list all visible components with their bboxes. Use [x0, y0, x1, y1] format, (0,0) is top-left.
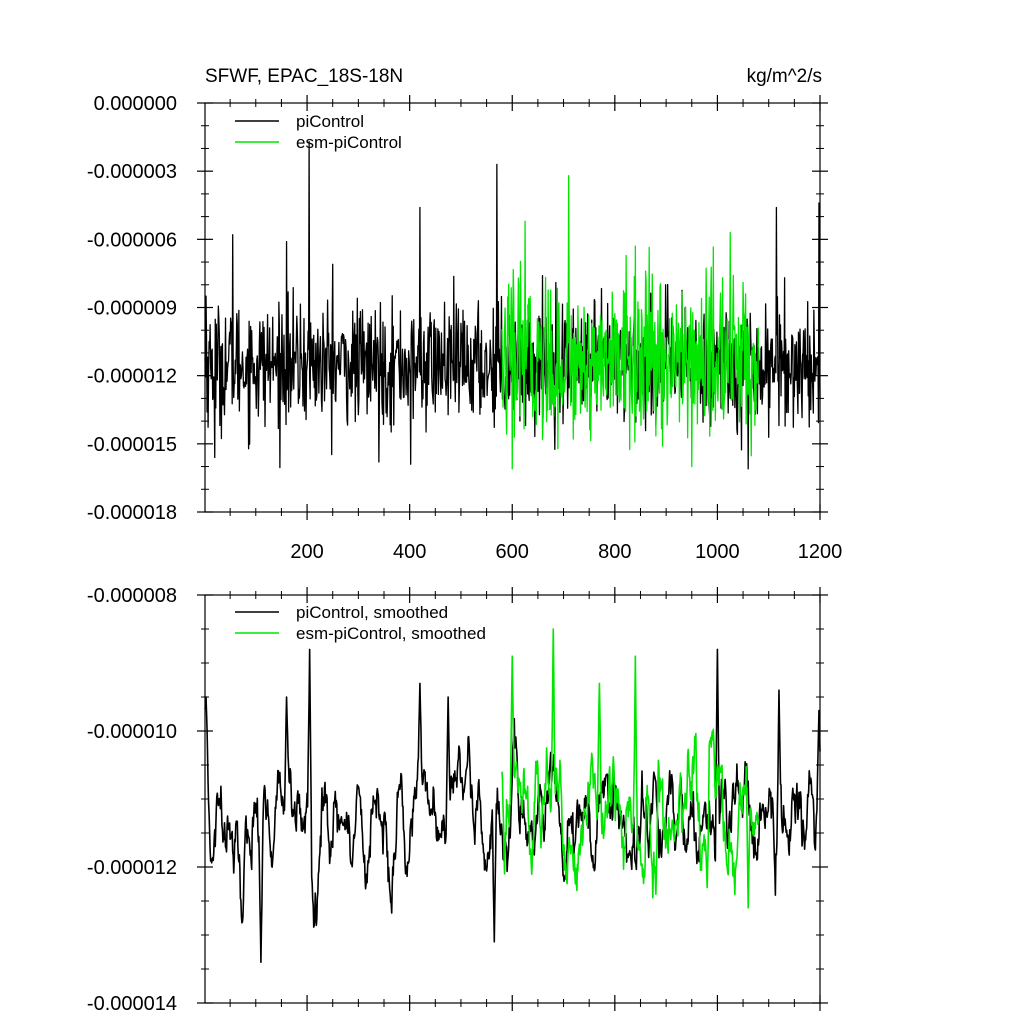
y-tick-label: -0.000006	[87, 229, 177, 251]
top-panel: SFWF, EPAC_18S-18N kg/m^2/s 200 400 600 800…	[87, 66, 842, 563]
y-tick-label: 0.000000	[94, 93, 177, 115]
x-tick-label: 800	[598, 541, 631, 563]
y-tick-label: -0.000014	[87, 993, 177, 1015]
top-series-layer	[204, 140, 821, 470]
y-tick-label: -0.000008	[87, 585, 177, 607]
legend-label-esm-picontrol: esm-piControl	[296, 133, 402, 152]
y-tick-label: -0.000009	[87, 298, 177, 320]
x-tick-label: 400	[393, 541, 426, 563]
y-tick-label: -0.000012	[87, 366, 177, 388]
series-line-esm-picontrol	[501, 175, 760, 470]
bottom-axes: -0.000008 -0.000010 -0.000012 -0.000014	[87, 585, 828, 1015]
units-label: kg/m^2/s	[747, 66, 822, 87]
top-axes: 200 400 600 800 1000 1200 0.000000 -0.000003 -0.…	[87, 93, 842, 563]
bottom-series-layer	[204, 628, 821, 963]
legend-label-picontrol: piControl	[296, 112, 364, 131]
series-line-picontrol-smoothed	[204, 648, 821, 963]
top-legend: piControl esm-piControl	[235, 112, 402, 152]
y-tick-label: -0.000010	[87, 721, 177, 743]
series-line-esm-picontrol-smoothed	[501, 628, 760, 909]
chart-title: SFWF, EPAC_18S-18N	[205, 66, 403, 87]
y-tick-label: -0.000003	[87, 161, 177, 183]
legend-label-esm-picontrol-smoothed: esm-piControl, smoothed	[296, 624, 486, 643]
bottom-panel: -0.000008 -0.000010 -0.000012 -0.000014 piC…	[87, 585, 828, 1015]
x-tick-label: 200	[290, 541, 323, 563]
bottom-legend: piControl, smoothed esm-piControl, smoot…	[235, 603, 486, 643]
legend-label-picontrol-smoothed: piControl, smoothed	[296, 603, 448, 622]
x-tick-label: 600	[496, 541, 529, 563]
x-tick-label: 1000	[695, 541, 740, 563]
y-tick-label: -0.000012	[87, 857, 177, 879]
y-tick-label: -0.000018	[87, 502, 177, 524]
y-tick-label: -0.000015	[87, 434, 177, 456]
x-tick-label: 1200	[798, 541, 843, 563]
